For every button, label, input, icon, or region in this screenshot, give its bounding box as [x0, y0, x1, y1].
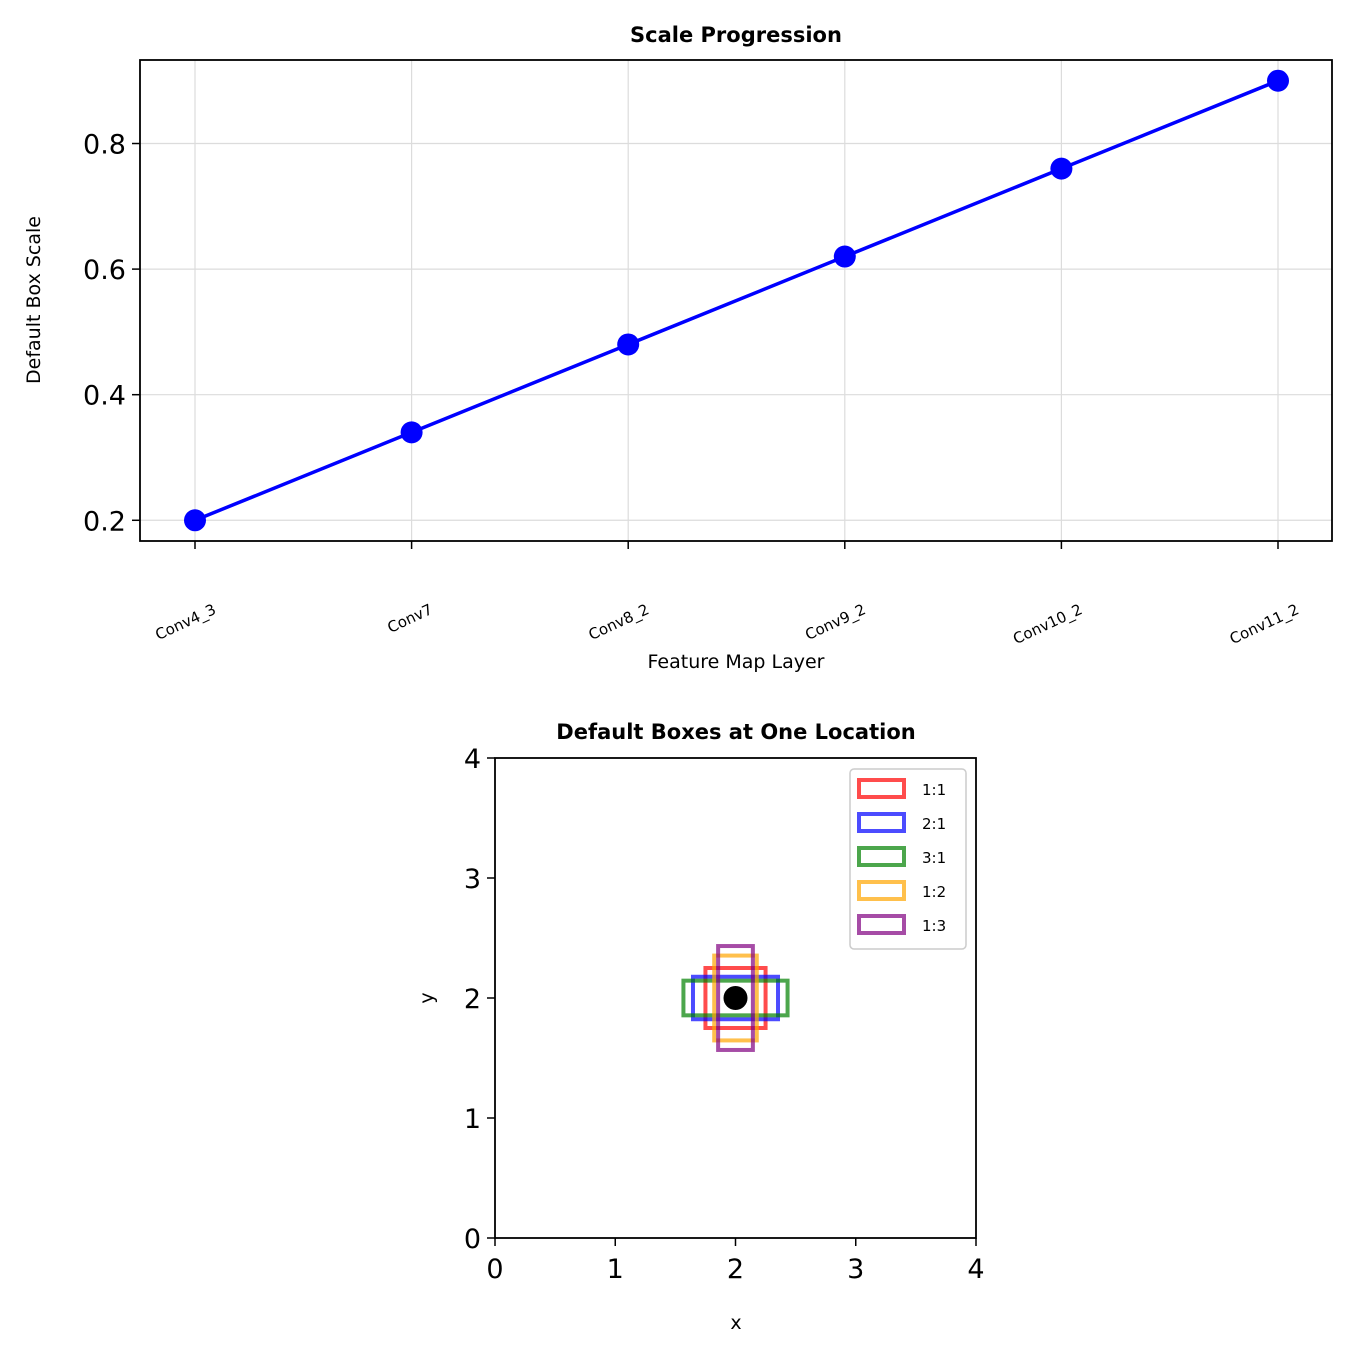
x-axis-label: x: [730, 1312, 741, 1334]
x-tick-label: Conv10_2: [1010, 600, 1085, 649]
default-box-2x1: [690, 974, 781, 1022]
default-box-1x2: [712, 953, 759, 1043]
y-tick-label: 0.8: [83, 130, 126, 161]
x-tick-label: 2: [727, 1254, 744, 1285]
y-tick-label: 0: [464, 1224, 481, 1255]
default-box-3x1: [681, 978, 790, 1018]
chart-title: Default Boxes at One Location: [556, 720, 915, 744]
data-point: [1267, 69, 1289, 92]
x-tick-label: 3: [847, 1254, 864, 1285]
plot-area-frame: [139, 59, 1333, 542]
series-line: [194, 79, 1279, 522]
legend-label: 1:3: [922, 917, 946, 935]
legend-label: 1:1: [922, 781, 946, 799]
legend-label: 3:1: [922, 849, 946, 867]
data-points: [184, 69, 1289, 532]
y-axis-ticks: 0.2 0.4 0.6 0.8: [83, 130, 140, 537]
default-box-1x3: [716, 944, 755, 1052]
x-tick-label: 1: [607, 1254, 624, 1285]
data-point: [400, 421, 423, 444]
y-axis-ticks: 0 1 2 3 4: [464, 744, 495, 1255]
data-point: [1050, 157, 1073, 180]
y-tick-label: 4: [464, 744, 481, 775]
y-tick-label: 3: [464, 864, 481, 895]
x-tick-label: Conv7: [385, 600, 436, 636]
legend-label: 2:1: [922, 815, 946, 833]
x-tick-label: 4: [967, 1254, 984, 1285]
y-axis-label: Default Box Scale: [23, 216, 45, 384]
data-point: [833, 245, 856, 268]
default-box-1x1: [703, 966, 768, 1030]
legend-swatch: [857, 846, 906, 867]
y-tick-label: 2: [464, 984, 481, 1015]
center-point-group: [723, 986, 748, 1010]
y-tick-label: 0.6: [83, 255, 126, 286]
y-tick-label: 0.4: [83, 381, 126, 412]
x-tick-label: Conv4_3: [153, 600, 220, 645]
center-point: [723, 986, 748, 1010]
data-point: [617, 333, 640, 356]
grid: [140, 60, 1332, 541]
legend-label: 1:2: [922, 883, 946, 901]
x-axis-ticks: 0 1 2 3 4: [486, 1238, 985, 1285]
scale-progression-chart: Scale Progression 0.20.40.60.8 Conv4_3 Co…: [23, 23, 1333, 673]
y-axis-label: y: [416, 992, 438, 1003]
chart-title: Scale Progression: [630, 23, 842, 47]
legend-swatch: [857, 812, 906, 833]
data-point: [184, 509, 206, 532]
legend-swatch: [857, 914, 906, 935]
x-axis-label: Feature Map Layer: [648, 651, 825, 673]
series-line-group: [194, 79, 1279, 522]
x-tick-label: 0: [486, 1254, 503, 1285]
default-boxes: [681, 944, 790, 1052]
legend: 1:1 2:1 3:1 1:2 1:3: [849, 768, 967, 950]
y-tick-label: 1: [464, 1104, 481, 1135]
x-axis-ticks: Conv4_3 Conv7 Conv8_2 Conv9_2 Conv10_2 Conv11…: [153, 541, 1302, 649]
x-tick-label: Conv11_2: [1227, 600, 1302, 649]
legend-swatch: [857, 880, 906, 901]
default-boxes-chart: Default Boxes at One Location 0 1 2 3 4 0 1 2 3…: [416, 720, 985, 1334]
x-tick-label: Conv9_2: [802, 600, 869, 645]
legend-swatch: [857, 778, 906, 799]
x-tick-label: Conv8_2: [586, 600, 653, 645]
y-tick-label: 0.2: [83, 506, 126, 537]
